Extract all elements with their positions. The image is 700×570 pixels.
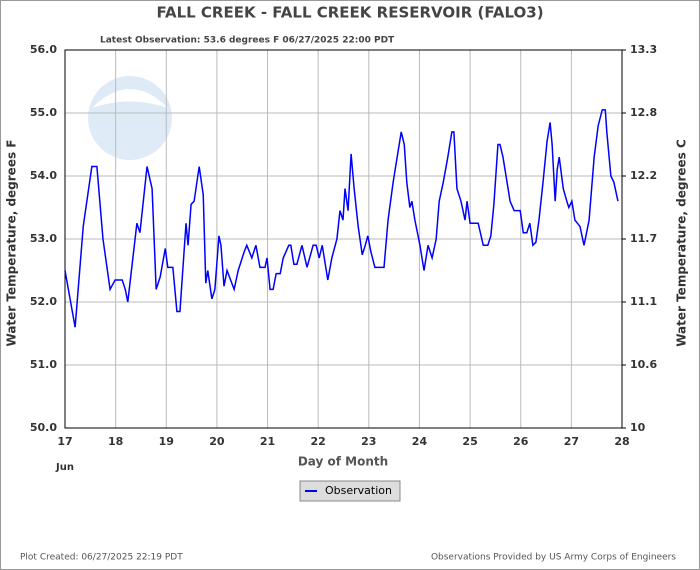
y2-tick-label: 12.8 (630, 106, 657, 119)
chart-title: FALL CREEK - FALL CREEK RESERVOIR (FALO3… (156, 4, 543, 22)
month-label: Jun (55, 462, 74, 473)
x-tick-label: 26 (513, 435, 529, 448)
x-tick-label: 19 (159, 435, 174, 448)
y-axis-label: Water Temperature, degrees F (5, 140, 19, 347)
x-tick-label: 18 (108, 435, 123, 448)
y-tick-label: 55.0 (30, 106, 57, 119)
subtitle: Latest Observation: 53.6 degrees F 06/27… (100, 36, 395, 46)
legend-label: Observation (325, 484, 392, 497)
series-line (64, 109, 619, 328)
legend (299, 480, 401, 502)
y2-tick-label: 12.2 (630, 169, 657, 182)
x-tick-label: 22 (311, 435, 326, 448)
footer-left: Plot Created: 06/27/2025 22:19 PDT (20, 553, 183, 563)
x-tick-label: 23 (361, 435, 376, 448)
x-tick-label: 21 (260, 435, 275, 448)
x-tick-label: 27 (564, 435, 579, 448)
y-tick-label: 50.0 (30, 421, 57, 434)
plot-border (64, 49, 623, 429)
y2-tick-label: 11.1 (630, 295, 657, 308)
x-tick-label: 17 (57, 435, 72, 448)
noaa-logo (88, 76, 172, 160)
x-tick-label: 24 (412, 435, 428, 448)
y-tick-label: 54.0 (30, 169, 57, 182)
y-tick-label: 56.0 (30, 43, 57, 56)
y-tick-label: 51.0 (30, 358, 57, 371)
footer-right: Observations Provided by US Army Corps o… (431, 553, 676, 563)
y2-tick-label: 10 (630, 421, 646, 434)
y2-tick-label: 10.6 (630, 358, 657, 371)
y-tick-label: 53.0 (30, 232, 57, 245)
x-axis-label: Day of Month (298, 455, 388, 469)
x-tick-label: 28 (614, 435, 629, 448)
x-tick-label: 20 (209, 435, 225, 448)
y2-tick-label: 11.7 (630, 232, 657, 245)
y-tick-label: 52.0 (30, 295, 57, 308)
y2-axis-label: Water Temperature, degrees C (675, 139, 689, 347)
y2-tick-label: 13.3 (630, 43, 657, 56)
x-tick-label: 25 (462, 435, 477, 448)
